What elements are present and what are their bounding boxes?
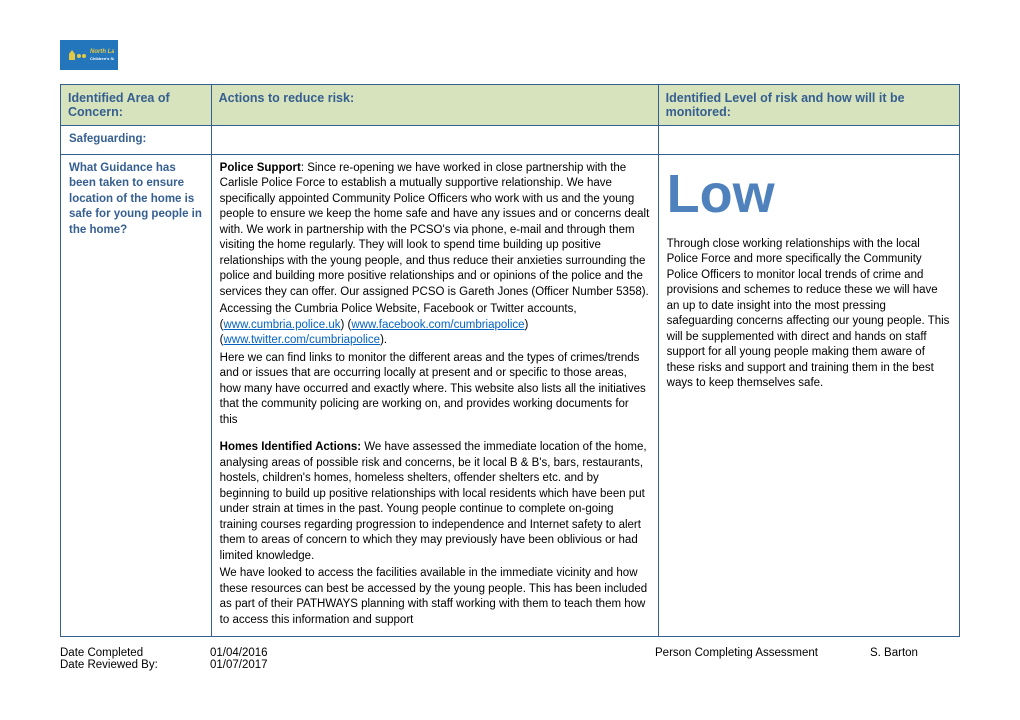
here-para: Here we can find links to monitor the di… — [220, 351, 650, 429]
homes-text-1: We have assessed the immediate location … — [220, 441, 647, 562]
police-para: Police Support: Since re-opening we have… — [220, 161, 650, 301]
svg-text:North Lakes: North Lakes — [90, 49, 114, 55]
concern-cell: What Guidance has been taken to ensure l… — [61, 154, 212, 637]
header-concern: Identified Area of Concern: — [61, 85, 212, 126]
monitor-text: Through close working relationships with… — [667, 237, 951, 392]
access-para: Accessing the Cumbria Police Website, Fa… — [220, 302, 650, 349]
logo: North Lakes Children's Services — [60, 40, 118, 70]
svg-text:Children's Services: Children's Services — [90, 56, 114, 61]
paren-1: ) ( — [340, 319, 351, 331]
police-text: : Since re-opening we have worked in clo… — [220, 162, 650, 298]
date-reviewed: 01/07/2017 — [210, 659, 655, 671]
footer: Date Completed Date Reviewed By: 01/04/2… — [60, 647, 960, 671]
person-name: S. Barton — [870, 647, 960, 671]
header-monitor: Identified Level of risk and how will it… — [658, 85, 959, 126]
monitor-cell: Low Through close working relationships … — [658, 154, 959, 637]
homes-bold: Homes Identified Actions: — [220, 441, 361, 453]
date-completed: 01/04/2016 — [210, 647, 655, 659]
section-title: Safeguarding: — [61, 126, 212, 155]
police-bold: Police Support — [220, 162, 301, 174]
date-reviewed-label: Date Reviewed By: — [60, 659, 210, 671]
risk-assessment-table: Identified Area of Concern: Actions to r… — [60, 84, 960, 637]
content-row: What Guidance has been taken to ensure l… — [61, 154, 960, 637]
logo-text: North Lakes Children's Services — [64, 42, 114, 68]
homes-para-1: Homes Identified Actions: We have assess… — [220, 440, 650, 564]
date-completed-label: Date Completed — [60, 647, 210, 659]
person-label: Person Completing Assessment — [655, 647, 870, 671]
actions-cell: Police Support: Since re-opening we have… — [211, 154, 658, 637]
header-actions: Actions to reduce risk: — [211, 85, 658, 126]
homes-para-2: We have looked to access the facilities … — [220, 566, 650, 628]
link-facebook[interactable]: www.facebook.com/cumbriapolice — [351, 319, 524, 331]
risk-level: Low — [667, 167, 951, 221]
link-twitter[interactable]: www.twitter.com/cumbriapolice — [224, 334, 381, 346]
paren-3: ). — [380, 334, 387, 346]
table-header-row: Identified Area of Concern: Actions to r… — [61, 85, 960, 126]
link-police[interactable]: www.cumbria.police.uk — [224, 319, 341, 331]
section-monitor-empty — [658, 126, 959, 155]
section-actions-empty — [211, 126, 658, 155]
section-row: Safeguarding: — [61, 126, 960, 155]
